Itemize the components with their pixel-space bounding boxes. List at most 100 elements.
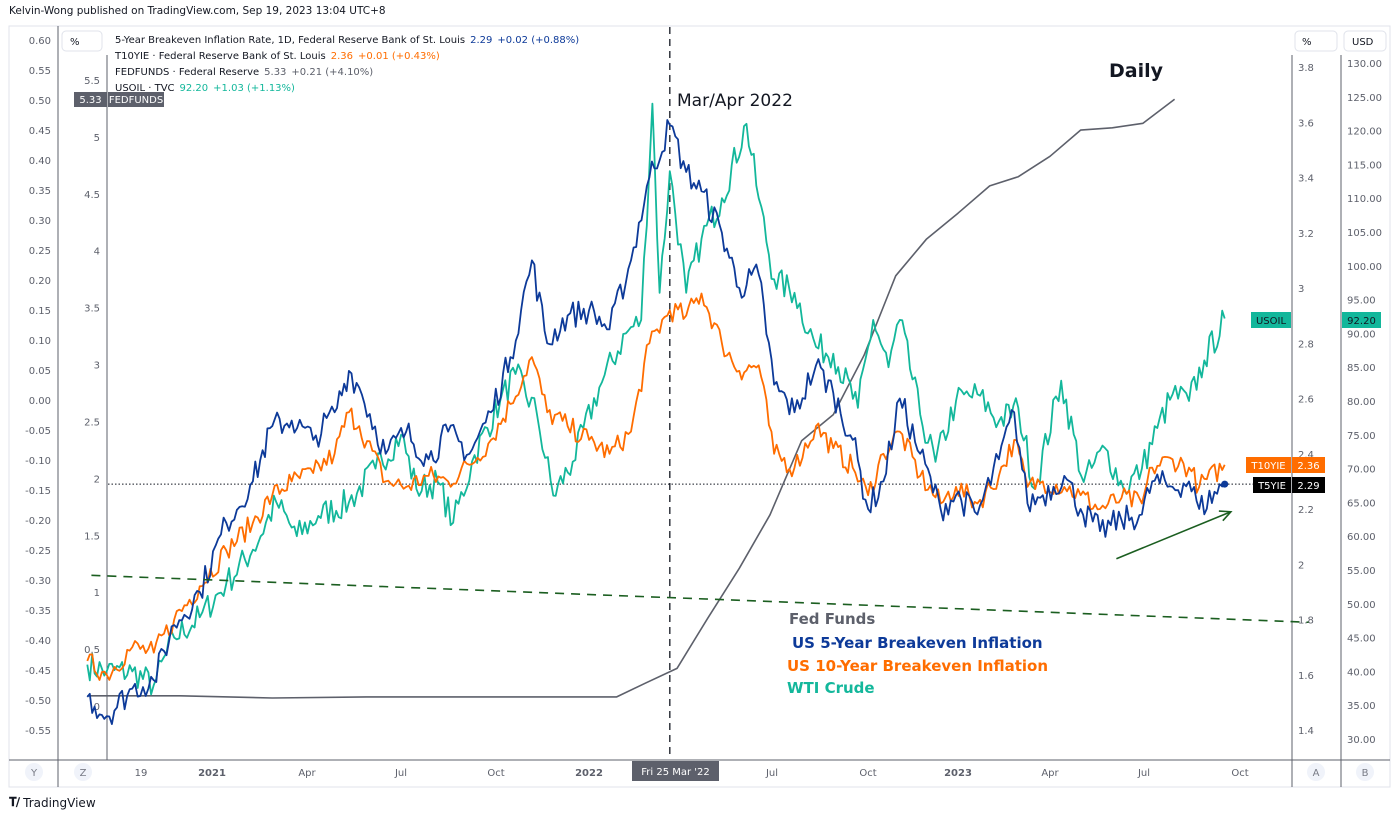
support-trendline[interactable] <box>91 574 1309 624</box>
axis-tick-right-usd: 60.00 <box>1347 532 1376 543</box>
axis-tick-far-left: 0.10 <box>29 336 51 347</box>
axis-tick-fedfunds-axis: 3 <box>94 361 100 372</box>
legend-label-wti: WTI Crude <box>787 679 875 697</box>
axis-tick-right-usd: 105.00 <box>1347 228 1382 239</box>
axis-tick-far-left: 0.35 <box>29 186 51 197</box>
axis-tick-far-left: -0.20 <box>25 516 51 527</box>
axis-tick-right-pct: 3 <box>1298 284 1304 295</box>
axis-tick-right-usd: 55.00 <box>1347 566 1376 577</box>
axis-tick-fedfunds-axis: 5 <box>94 133 100 144</box>
svg-text:USD: USD <box>1352 37 1374 48</box>
uptrend-arrow[interactable] <box>1116 510 1233 560</box>
legend-row-t5yie[interactable]: 5-Year Breakeven Inflation Rate, 1D, Fed… <box>115 35 579 46</box>
x-axis-tick: Apr <box>1041 768 1059 779</box>
series-line-t5yie[interactable] <box>86 119 1226 725</box>
axis-tick-right-usd: 90.00 <box>1347 329 1376 340</box>
axis-tick-right-usd: 80.00 <box>1347 397 1376 408</box>
axis-tick-right-pct: 3.8 <box>1298 63 1314 74</box>
axis-tick-far-left: 0.40 <box>29 156 51 167</box>
axis-tick-fedfunds-axis: 3.5 <box>84 304 100 315</box>
series-line-fedfunds[interactable] <box>87 98 1176 699</box>
right-usd-unit-badge[interactable]: USD <box>1343 30 1387 52</box>
axis-tick-right-pct: 2.4 <box>1298 450 1314 461</box>
axis-tick-right-pct: 3.6 <box>1298 118 1314 129</box>
chart-frame <box>8 25 1391 788</box>
svg-text:T5YIE: T5YIE <box>1257 481 1286 492</box>
price-tag-t10yie: T10YIE 2.36 <box>1246 457 1325 473</box>
series-line-t10yie[interactable] <box>86 292 1226 681</box>
axis-tick-far-left: 0.00 <box>29 396 51 407</box>
axis-tick-right-pct: 2.8 <box>1298 339 1314 350</box>
svg-text:USOIL: USOIL <box>1256 316 1286 327</box>
footer: 𝐓∕ TradingView <box>9 795 96 810</box>
axis-tick-right-usd: 45.00 <box>1347 634 1376 645</box>
axis-tick-fedfunds-axis: 1.5 <box>84 531 100 542</box>
axis-tick-right-pct: 1.8 <box>1298 616 1314 627</box>
axis-tick-far-left: -0.55 <box>25 726 51 737</box>
svg-text:A: A <box>1313 768 1320 779</box>
axis-tick-right-pct: 2 <box>1298 560 1304 571</box>
legend-row-t10yie[interactable]: T10YIE · Federal Reserve Bank of St. Lou… <box>114 51 440 62</box>
svg-text:B: B <box>1362 768 1369 779</box>
legend-row-fedfunds[interactable]: FEDFUNDS · Federal Reserve 5.33 +0.21 (+4.… <box>115 67 373 78</box>
a-button[interactable]: A <box>1307 763 1325 781</box>
axis-tick-right-usd: 100.00 <box>1347 262 1382 273</box>
axis-tick-right-usd: 65.00 <box>1347 498 1376 509</box>
y-button[interactable]: Y <box>25 763 43 781</box>
axis-tick-right-usd: 35.00 <box>1347 701 1376 712</box>
axis-tick-fedfunds-axis: 4.5 <box>84 190 100 201</box>
svg-text:%: % <box>70 37 80 48</box>
axis-tick-right-pct: 3.2 <box>1298 229 1314 240</box>
axis-tick-far-left: -0.10 <box>25 456 51 467</box>
axis-tick-right-usd: 115.00 <box>1347 160 1382 171</box>
axis-tick-far-left: 0.25 <box>29 246 51 257</box>
axis-tick-right-usd: 85.00 <box>1347 363 1376 374</box>
axis-tick-far-left: -0.35 <box>25 606 51 617</box>
axis-tick-right-pct: 1.6 <box>1298 671 1314 682</box>
axis-tick-far-left: 0.05 <box>29 366 51 377</box>
axis-tick-right-usd: 110.00 <box>1347 194 1382 205</box>
z-button[interactable]: Z <box>74 763 92 781</box>
axis-tick-far-left: -0.45 <box>25 666 51 677</box>
tradingview-logo-icon: 𝐓∕ <box>9 795 20 809</box>
axis-tick-right-usd: 30.00 <box>1347 735 1376 746</box>
axis-tick-right-usd: 120.00 <box>1347 127 1382 138</box>
legend-label-fed-funds: Fed Funds <box>789 610 875 628</box>
axis-tick-right-pct: 2.2 <box>1298 505 1314 516</box>
svg-text:5.33: 5.33 <box>79 95 101 106</box>
x-axis-tick: Oct <box>1231 768 1248 779</box>
axis-tick-far-left: 0.55 <box>29 66 51 77</box>
annotation-daily: Daily <box>1109 60 1164 82</box>
axis-tick-far-left: -0.30 <box>25 576 51 587</box>
axis-tick-right-usd: 40.00 <box>1347 667 1376 678</box>
axis-tick-far-left: 0.15 <box>29 306 51 317</box>
legend-row-usoil[interactable]: USOIL · TVC 92.20 +1.03 (+1.13%) <box>115 83 295 94</box>
axis-tick-far-left: 0.45 <box>29 126 51 137</box>
x-axis-tick: 2022 <box>575 768 603 779</box>
x-axis-tick: 2023 <box>944 768 972 779</box>
svg-text:2.36: 2.36 <box>1297 461 1319 472</box>
axis-tick-right-pct: 2.6 <box>1298 395 1314 406</box>
axis-tick-fedfunds-axis: 2 <box>94 474 100 485</box>
svg-text:Fri 25 Mar '22: Fri 25 Mar '22 <box>641 767 710 778</box>
axis-tick-fedfunds-axis: 2.5 <box>84 417 100 428</box>
b-button[interactable]: B <box>1356 763 1374 781</box>
legend-label-10y: US 10-Year Breakeven Inflation <box>787 657 1048 675</box>
right-pct-unit-badge[interactable]: % <box>1294 30 1338 52</box>
axis-tick-far-left: -0.05 <box>25 426 51 437</box>
x-axis-tick: Jul <box>765 768 778 779</box>
last-point-marker-t5yie <box>1221 480 1229 488</box>
axis-tick-far-left: 0.60 <box>29 36 51 47</box>
axis-tick-far-left: 0.20 <box>29 276 51 287</box>
axis-tick-far-left: -0.40 <box>25 636 51 647</box>
axis-tick-right-usd: 95.00 <box>1347 296 1376 307</box>
axis-tick-fedfunds-axis: 0.5 <box>84 645 100 656</box>
x-axis-tick: 2021 <box>198 768 226 779</box>
price-tag-t5yie: T5YIE 2.29 <box>1253 477 1325 493</box>
axis-tick-right-pct: 1.4 <box>1298 726 1314 737</box>
axis-tick-far-left: -0.15 <box>25 486 51 497</box>
left-unit-badge[interactable]: % <box>61 30 103 52</box>
